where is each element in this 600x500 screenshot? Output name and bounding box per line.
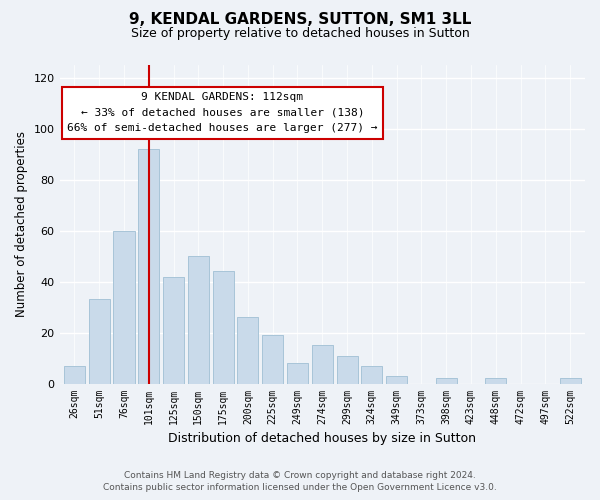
Bar: [386, 376, 407, 384]
X-axis label: Distribution of detached houses by size in Sutton: Distribution of detached houses by size …: [168, 432, 476, 445]
Bar: [188, 256, 209, 384]
Bar: [361, 366, 382, 384]
Bar: [64, 366, 85, 384]
Y-axis label: Number of detached properties: Number of detached properties: [15, 132, 28, 318]
Text: 9, KENDAL GARDENS, SUTTON, SM1 3LL: 9, KENDAL GARDENS, SUTTON, SM1 3LL: [129, 12, 471, 28]
Bar: [238, 318, 259, 384]
Bar: [138, 149, 160, 384]
Bar: [163, 276, 184, 384]
Bar: [89, 300, 110, 384]
Bar: [212, 272, 233, 384]
Bar: [113, 230, 134, 384]
Bar: [337, 356, 358, 384]
Bar: [262, 335, 283, 384]
Bar: [287, 363, 308, 384]
Text: 9 KENDAL GARDENS: 112sqm
← 33% of detached houses are smaller (138)
66% of semi-: 9 KENDAL GARDENS: 112sqm ← 33% of detach…: [67, 92, 377, 134]
Bar: [436, 378, 457, 384]
Bar: [560, 378, 581, 384]
Bar: [312, 346, 333, 384]
Text: Size of property relative to detached houses in Sutton: Size of property relative to detached ho…: [131, 28, 469, 40]
Bar: [485, 378, 506, 384]
Text: Contains HM Land Registry data © Crown copyright and database right 2024.
Contai: Contains HM Land Registry data © Crown c…: [103, 471, 497, 492]
